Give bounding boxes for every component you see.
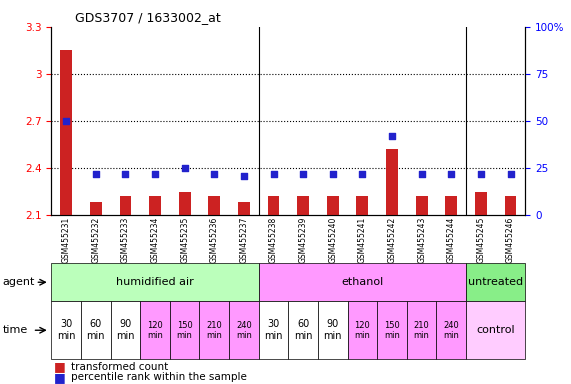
Text: humidified air: humidified air bbox=[116, 277, 194, 287]
Text: transformed count: transformed count bbox=[71, 362, 168, 372]
Text: 150
min: 150 min bbox=[177, 321, 192, 340]
Bar bbox=[268, 196, 279, 215]
Point bbox=[239, 172, 248, 179]
Bar bbox=[119, 196, 131, 215]
Bar bbox=[90, 202, 102, 215]
Point bbox=[476, 170, 485, 177]
Bar bbox=[445, 196, 457, 215]
Text: 240
min: 240 min bbox=[443, 321, 459, 340]
Text: control: control bbox=[476, 325, 515, 335]
Text: GDS3707 / 1633002_at: GDS3707 / 1633002_at bbox=[75, 11, 221, 24]
Bar bbox=[297, 196, 309, 215]
Point bbox=[210, 170, 219, 177]
Point bbox=[180, 165, 189, 171]
Bar bbox=[356, 196, 368, 215]
Text: 30
min: 30 min bbox=[57, 319, 75, 341]
Point bbox=[328, 170, 337, 177]
Text: ■: ■ bbox=[54, 360, 66, 373]
Text: percentile rank within the sample: percentile rank within the sample bbox=[71, 372, 247, 382]
Text: 120
min: 120 min bbox=[147, 321, 163, 340]
Point bbox=[269, 170, 278, 177]
Point bbox=[91, 170, 100, 177]
Bar bbox=[149, 196, 161, 215]
Text: 30
min: 30 min bbox=[264, 319, 283, 341]
Point bbox=[62, 118, 71, 124]
Text: ■: ■ bbox=[54, 371, 66, 384]
Text: 60
min: 60 min bbox=[294, 319, 312, 341]
Point bbox=[388, 133, 397, 139]
Text: time: time bbox=[3, 325, 28, 335]
Text: 60
min: 60 min bbox=[87, 319, 105, 341]
Text: 210
min: 210 min bbox=[206, 321, 222, 340]
Point bbox=[121, 170, 130, 177]
Text: 150
min: 150 min bbox=[384, 321, 400, 340]
Bar bbox=[327, 196, 339, 215]
Bar bbox=[416, 196, 428, 215]
Point bbox=[417, 170, 426, 177]
Text: untreated: untreated bbox=[468, 277, 523, 287]
Bar bbox=[386, 149, 398, 215]
Text: 120
min: 120 min bbox=[355, 321, 371, 340]
Point bbox=[506, 170, 515, 177]
Bar bbox=[208, 196, 220, 215]
Point bbox=[151, 170, 160, 177]
Point bbox=[358, 170, 367, 177]
Point bbox=[447, 170, 456, 177]
Text: 90
min: 90 min bbox=[324, 319, 342, 341]
Text: 240
min: 240 min bbox=[236, 321, 252, 340]
Text: 90
min: 90 min bbox=[116, 319, 135, 341]
Bar bbox=[61, 50, 72, 215]
Bar bbox=[238, 202, 250, 215]
Bar bbox=[475, 192, 487, 215]
Point bbox=[299, 170, 308, 177]
Text: agent: agent bbox=[3, 277, 35, 287]
Text: ethanol: ethanol bbox=[341, 277, 384, 287]
Text: 210
min: 210 min bbox=[414, 321, 429, 340]
Bar bbox=[505, 196, 516, 215]
Bar bbox=[179, 192, 191, 215]
